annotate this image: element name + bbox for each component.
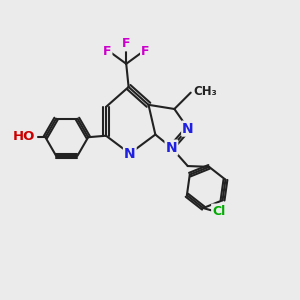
Text: N: N: [166, 141, 177, 154]
Text: Cl: Cl: [212, 205, 225, 218]
Text: N: N: [182, 122, 194, 136]
Text: F: F: [103, 44, 112, 58]
Text: F: F: [122, 38, 130, 50]
Text: N: N: [124, 147, 136, 160]
Text: CH₃: CH₃: [193, 85, 217, 98]
Text: F: F: [141, 44, 149, 58]
Text: HO: HO: [13, 130, 35, 143]
